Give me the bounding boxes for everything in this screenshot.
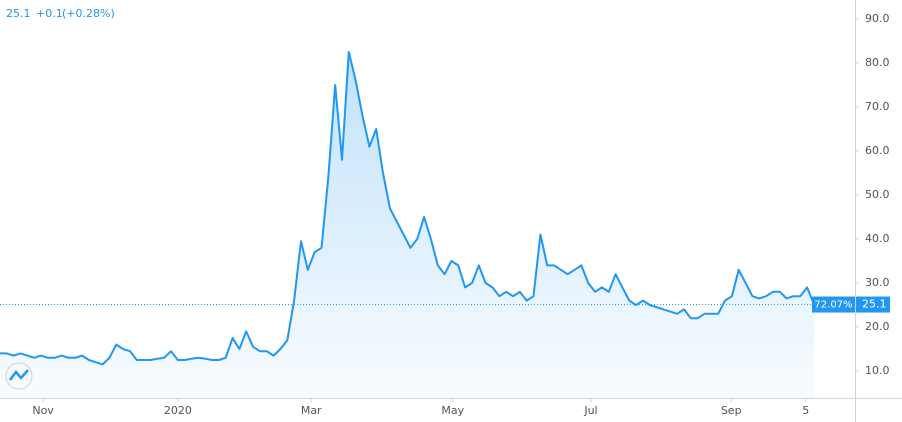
y-tick-label: 30.0 [865,276,890,289]
x-tick-label: 5 [802,404,809,417]
y-tick-label: 50.0 [865,188,890,201]
change: +0.1 [36,7,63,20]
y-tick-label: 70.0 [865,100,890,113]
area-fill [0,52,814,398]
header: 25.1 +0.1 (+0.28%) [6,7,115,20]
y-tick-label: 60.0 [865,144,890,157]
change-percent: (+0.28%) [62,7,115,20]
y-tick-label: 80.0 [865,56,890,69]
last-price: 25.1 [6,7,31,20]
y-tick-label: 90.0 [865,12,890,25]
y-tick-label: 40.0 [865,232,890,245]
price-badge [856,296,890,313]
x-tick-label: Sep [721,404,742,417]
y-tick-label: 10.0 [865,364,890,377]
x-tick-label: Jul [583,404,597,417]
x-tick-label: May [441,404,464,417]
percent-badge [812,296,855,313]
x-tick-label: Nov [32,404,54,417]
x-tick-label: Mar [301,404,322,417]
percent-label: 72.07% [814,300,852,311]
x-tick-label: 2020 [164,404,192,417]
y-tick-label: 20.0 [865,320,890,333]
price-line [0,51,815,366]
price-badge-label: 25.1 [862,298,887,311]
